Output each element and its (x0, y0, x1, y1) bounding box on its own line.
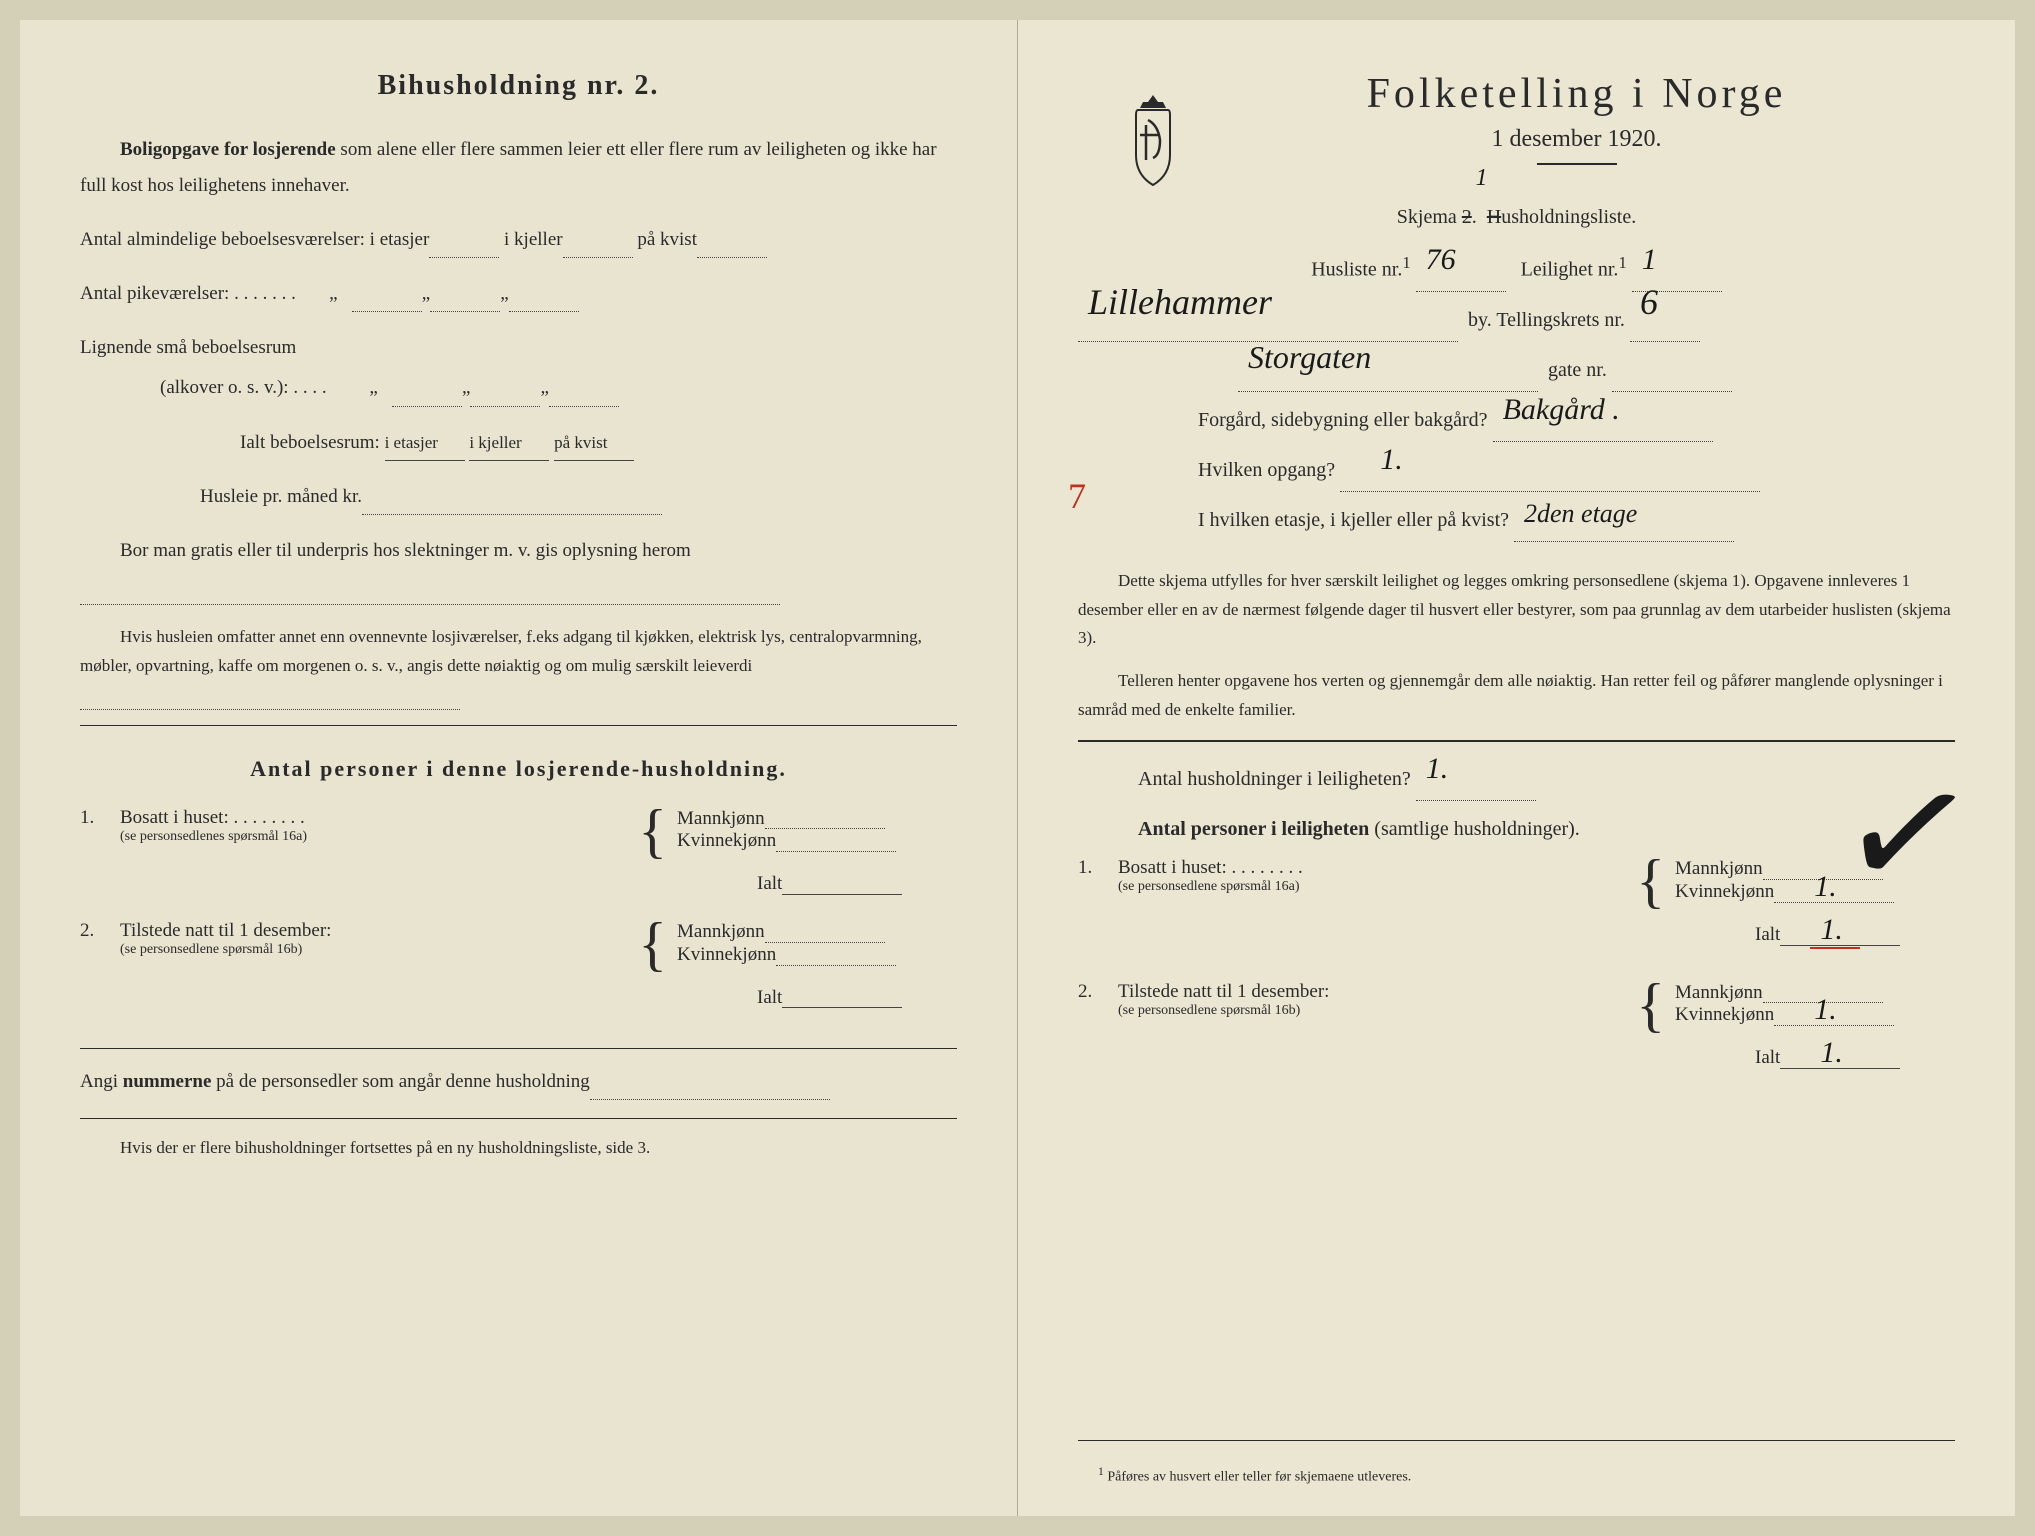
divider (1078, 1440, 1955, 1441)
red-seven: 7 (1068, 475, 1086, 517)
main-title: Folketelling i Norge (1198, 70, 1955, 118)
line5: Husleie pr. måned kr. (80, 479, 957, 515)
line2: Antal pikeværelser: . . . . . . . „ „„ (80, 276, 957, 312)
divider (80, 1118, 957, 1119)
line9: Hvis der er flere bihusholdninger fortse… (80, 1134, 957, 1163)
line8: Angi nummerne på de personsedler som ang… (80, 1064, 957, 1100)
line4: Ialt beboelsesrum: i etasjer i kjeller p… (80, 425, 957, 461)
by-line: Lillehammer by. Tellingskrets nr. 6 (1078, 298, 1955, 342)
line1: Antal almindelige beboelsesværelser: i e… (80, 222, 957, 258)
divider (80, 725, 957, 726)
line6: Bor man gratis eller til underpris hos s… (80, 533, 957, 605)
section-title: Antal personer i denne losjerende-hushol… (80, 756, 957, 782)
left-title: Bihusholdning nr. 2. (80, 70, 957, 102)
subtitle: 1 desember 1920. (1198, 126, 1955, 153)
q2-ialt-field: 1. (1780, 1046, 1900, 1069)
husliste-field: 76 (1416, 268, 1506, 292)
left-q2: 2. Tilstede natt til 1 desember: (se per… (80, 920, 957, 1008)
line3b: (alkover o. s. v.): . . . . „ „„ (80, 370, 957, 406)
antal-hush-line: Antal husholdninger i leiligheten? 1. (1078, 757, 1955, 801)
header: Folketelling i Norge 1 desember 1920. (1198, 70, 1955, 165)
antal-hush-field: 1. (1416, 777, 1536, 801)
gate-field: Storgaten (1238, 368, 1538, 392)
opgang-line: Hvilken opgang? 1. (1078, 448, 1955, 492)
instructions2: Telleren henter opgavene hos verten og g… (1078, 667, 1955, 725)
right-q1: 1. Bosatt i huset: . . . . . . . . (se p… (1078, 857, 1955, 945)
red-underline (1810, 947, 1860, 949)
footnote: 1 Påføres av husvert eller teller før sk… (1098, 1465, 1411, 1486)
etasje-line: I hvilken etasje, i kjeller eller på kvi… (1078, 498, 1955, 542)
divider (80, 1048, 957, 1049)
intro-bold: Boligopgave for losjerende (120, 139, 336, 160)
line3a: Lignende små beboelsesrum (80, 330, 957, 366)
antal-pers-line: Antal personer i leiligheten (samtlige h… (1078, 807, 1955, 851)
krets-field: 6 (1630, 318, 1700, 342)
etasje-field: 2den etage (1514, 518, 1734, 542)
q2-kvinne-field: 1. (1774, 1003, 1894, 1026)
divider (1078, 740, 1955, 742)
right-page: Folketelling i Norge 1 desember 1920. 1 … (1018, 20, 2015, 1516)
instructions1: Dette skjema utfylles for hver særskilt … (1078, 567, 1955, 654)
forgard-line: Forgård, sidebygning eller bakgård? Bakg… (1078, 398, 1955, 442)
forgard-field: Bakgård . (1493, 418, 1713, 442)
left-page: Bihusholdning nr. 2. Boligopgave for los… (20, 20, 1018, 1516)
right-q2: 2. Tilstede natt til 1 desember: (se per… (1078, 981, 1955, 1069)
intro-para: Boligopgave for losjerende som alene ell… (80, 132, 957, 204)
q1-ialt-field: 1. (1780, 923, 1900, 946)
line7: Hvis husleien omfatter annet enn ovennev… (80, 623, 957, 710)
left-q1: 1. Bosatt i huset: . . . . . . . . (se p… (80, 807, 957, 895)
